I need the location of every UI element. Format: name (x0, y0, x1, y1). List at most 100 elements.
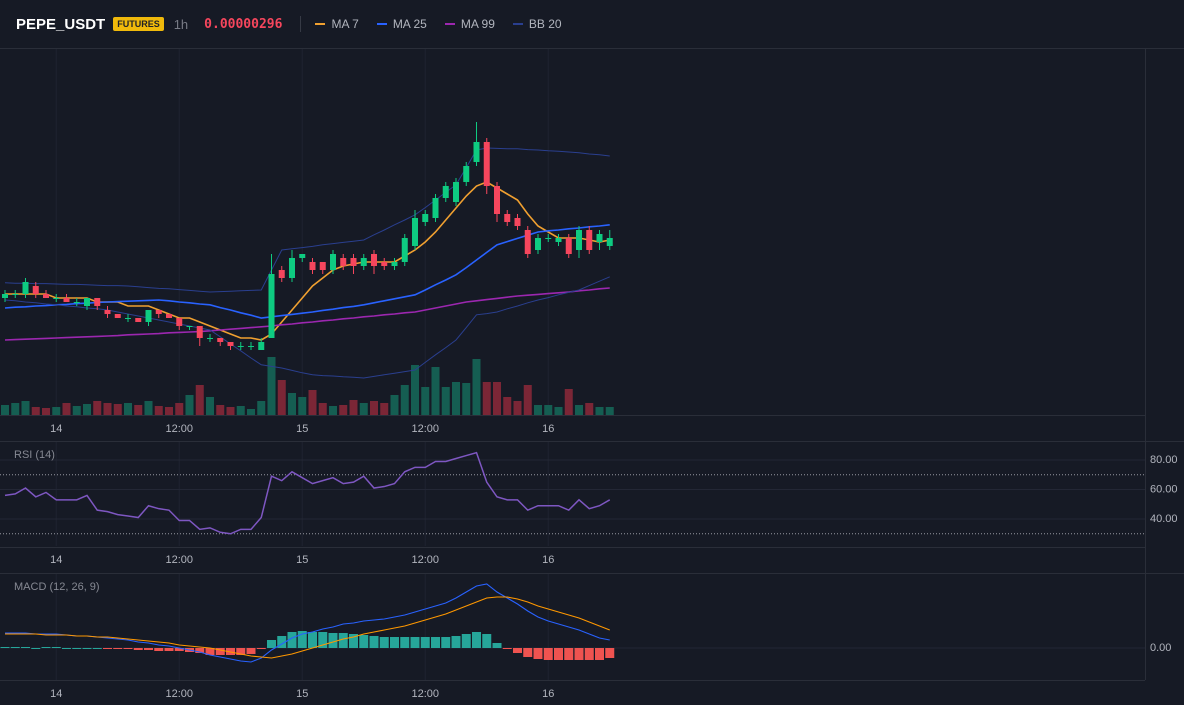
x-tick-label: 15 (296, 423, 308, 435)
y-tick-label: 60.00 (1150, 483, 1178, 495)
histogram-bar (236, 648, 246, 655)
candle-body (53, 298, 60, 299)
volume-bar (236, 406, 245, 415)
x-tick-label: 12:00 (165, 688, 193, 700)
interval[interactable]: 1h (173, 16, 189, 32)
symbol[interactable]: PEPE_USDT (16, 15, 106, 33)
histogram-bar (154, 648, 164, 651)
legend-item[interactable]: MA 99 (444, 17, 495, 31)
volume-bar (431, 367, 440, 415)
volume-bar (452, 382, 460, 415)
histogram-bar (605, 648, 615, 658)
volume-bar (380, 403, 389, 415)
legend-label: MA 25 (392, 17, 427, 31)
candle-body (330, 254, 336, 270)
candle-body (32, 286, 39, 294)
candle-body (442, 186, 449, 198)
volume-bar (411, 365, 419, 415)
candle-body (524, 230, 531, 254)
candle-body (360, 258, 367, 266)
candle-body (340, 258, 347, 266)
candle-body (135, 318, 142, 322)
candle-body (196, 326, 203, 338)
volume-bar (534, 405, 542, 415)
candle-body (381, 262, 388, 266)
histogram-bar (595, 648, 604, 660)
histogram-bar (318, 632, 328, 648)
bb-upper (4, 147, 610, 293)
histogram-bar (297, 631, 307, 648)
histogram-bar (72, 648, 82, 649)
histogram-bar (461, 634, 471, 648)
candle-body (278, 270, 285, 278)
legend-item[interactable]: MA 25 (376, 17, 427, 31)
histogram-bar (472, 632, 481, 648)
ma-line (4, 224, 610, 319)
volume-bar (195, 385, 204, 415)
x-tick-label: 14 (50, 688, 62, 700)
histogram-bar (0, 647, 10, 648)
volume-bar (400, 385, 409, 415)
volume-bar (134, 405, 143, 415)
separator (300, 16, 302, 32)
histogram-bar (369, 636, 379, 648)
histogram-bar (574, 648, 584, 660)
volume-bar (605, 407, 614, 415)
ma-line (5, 181, 610, 341)
candle-body (309, 262, 316, 270)
market-badge: FUTURES (113, 17, 164, 31)
histogram-bar (267, 640, 276, 648)
candle-body (596, 234, 603, 242)
volume-bar (11, 403, 20, 415)
volume-bar (329, 406, 337, 415)
histogram-bar (451, 636, 461, 648)
candle-body (289, 258, 295, 278)
candle-body (412, 218, 418, 246)
x-tick-label: 16 (542, 688, 554, 700)
volume-bar (83, 404, 91, 415)
candle-body (186, 326, 193, 327)
candle-body (350, 258, 357, 266)
volume-bar (216, 405, 225, 415)
legend-item[interactable]: MA 7 (315, 17, 359, 31)
volume-bar (113, 404, 122, 415)
volume-bar (154, 406, 163, 415)
candle-body (12, 294, 19, 295)
legend-item[interactable]: BB 20 (512, 17, 562, 31)
histogram-bar (92, 648, 102, 649)
x-tick-label: 14 (50, 554, 62, 566)
volume-bar (1, 405, 9, 415)
volume-bar (421, 387, 430, 415)
pane-title: RSI (14) (14, 449, 55, 461)
volume-bar (575, 405, 583, 415)
candle-body (176, 318, 183, 326)
candle-body (545, 238, 552, 239)
header: PEPE_USDT FUTURES 1h 0.00000296 MA 7 MA 2… (0, 0, 1184, 48)
volume-bar (462, 383, 471, 415)
volume-bar (544, 405, 553, 415)
histogram-bar (41, 647, 51, 648)
candle-body (401, 238, 408, 262)
histogram-bar (338, 633, 348, 648)
candle-body (586, 230, 593, 250)
candle-body (268, 274, 275, 338)
bb-lower (4, 276, 610, 379)
y-tick-label: 0.00 (1150, 642, 1171, 654)
volume-bar (93, 401, 102, 415)
pane-borders (0, 48, 1184, 681)
candle-body (463, 166, 470, 182)
histogram-bar (308, 632, 317, 648)
volume-bar (441, 387, 450, 415)
candle-body (104, 310, 111, 314)
candle-body (125, 318, 131, 319)
volume-bar (370, 401, 378, 415)
volume-bar (277, 380, 286, 415)
volume-bar (503, 397, 512, 415)
volume-bar (339, 405, 348, 415)
candle-body (371, 254, 377, 266)
histogram-bar (144, 648, 153, 650)
volume-bar (298, 397, 307, 415)
candle-body (248, 346, 254, 347)
histogram-bar (10, 647, 20, 648)
y-tick-label: 80.00 (1150, 454, 1178, 466)
